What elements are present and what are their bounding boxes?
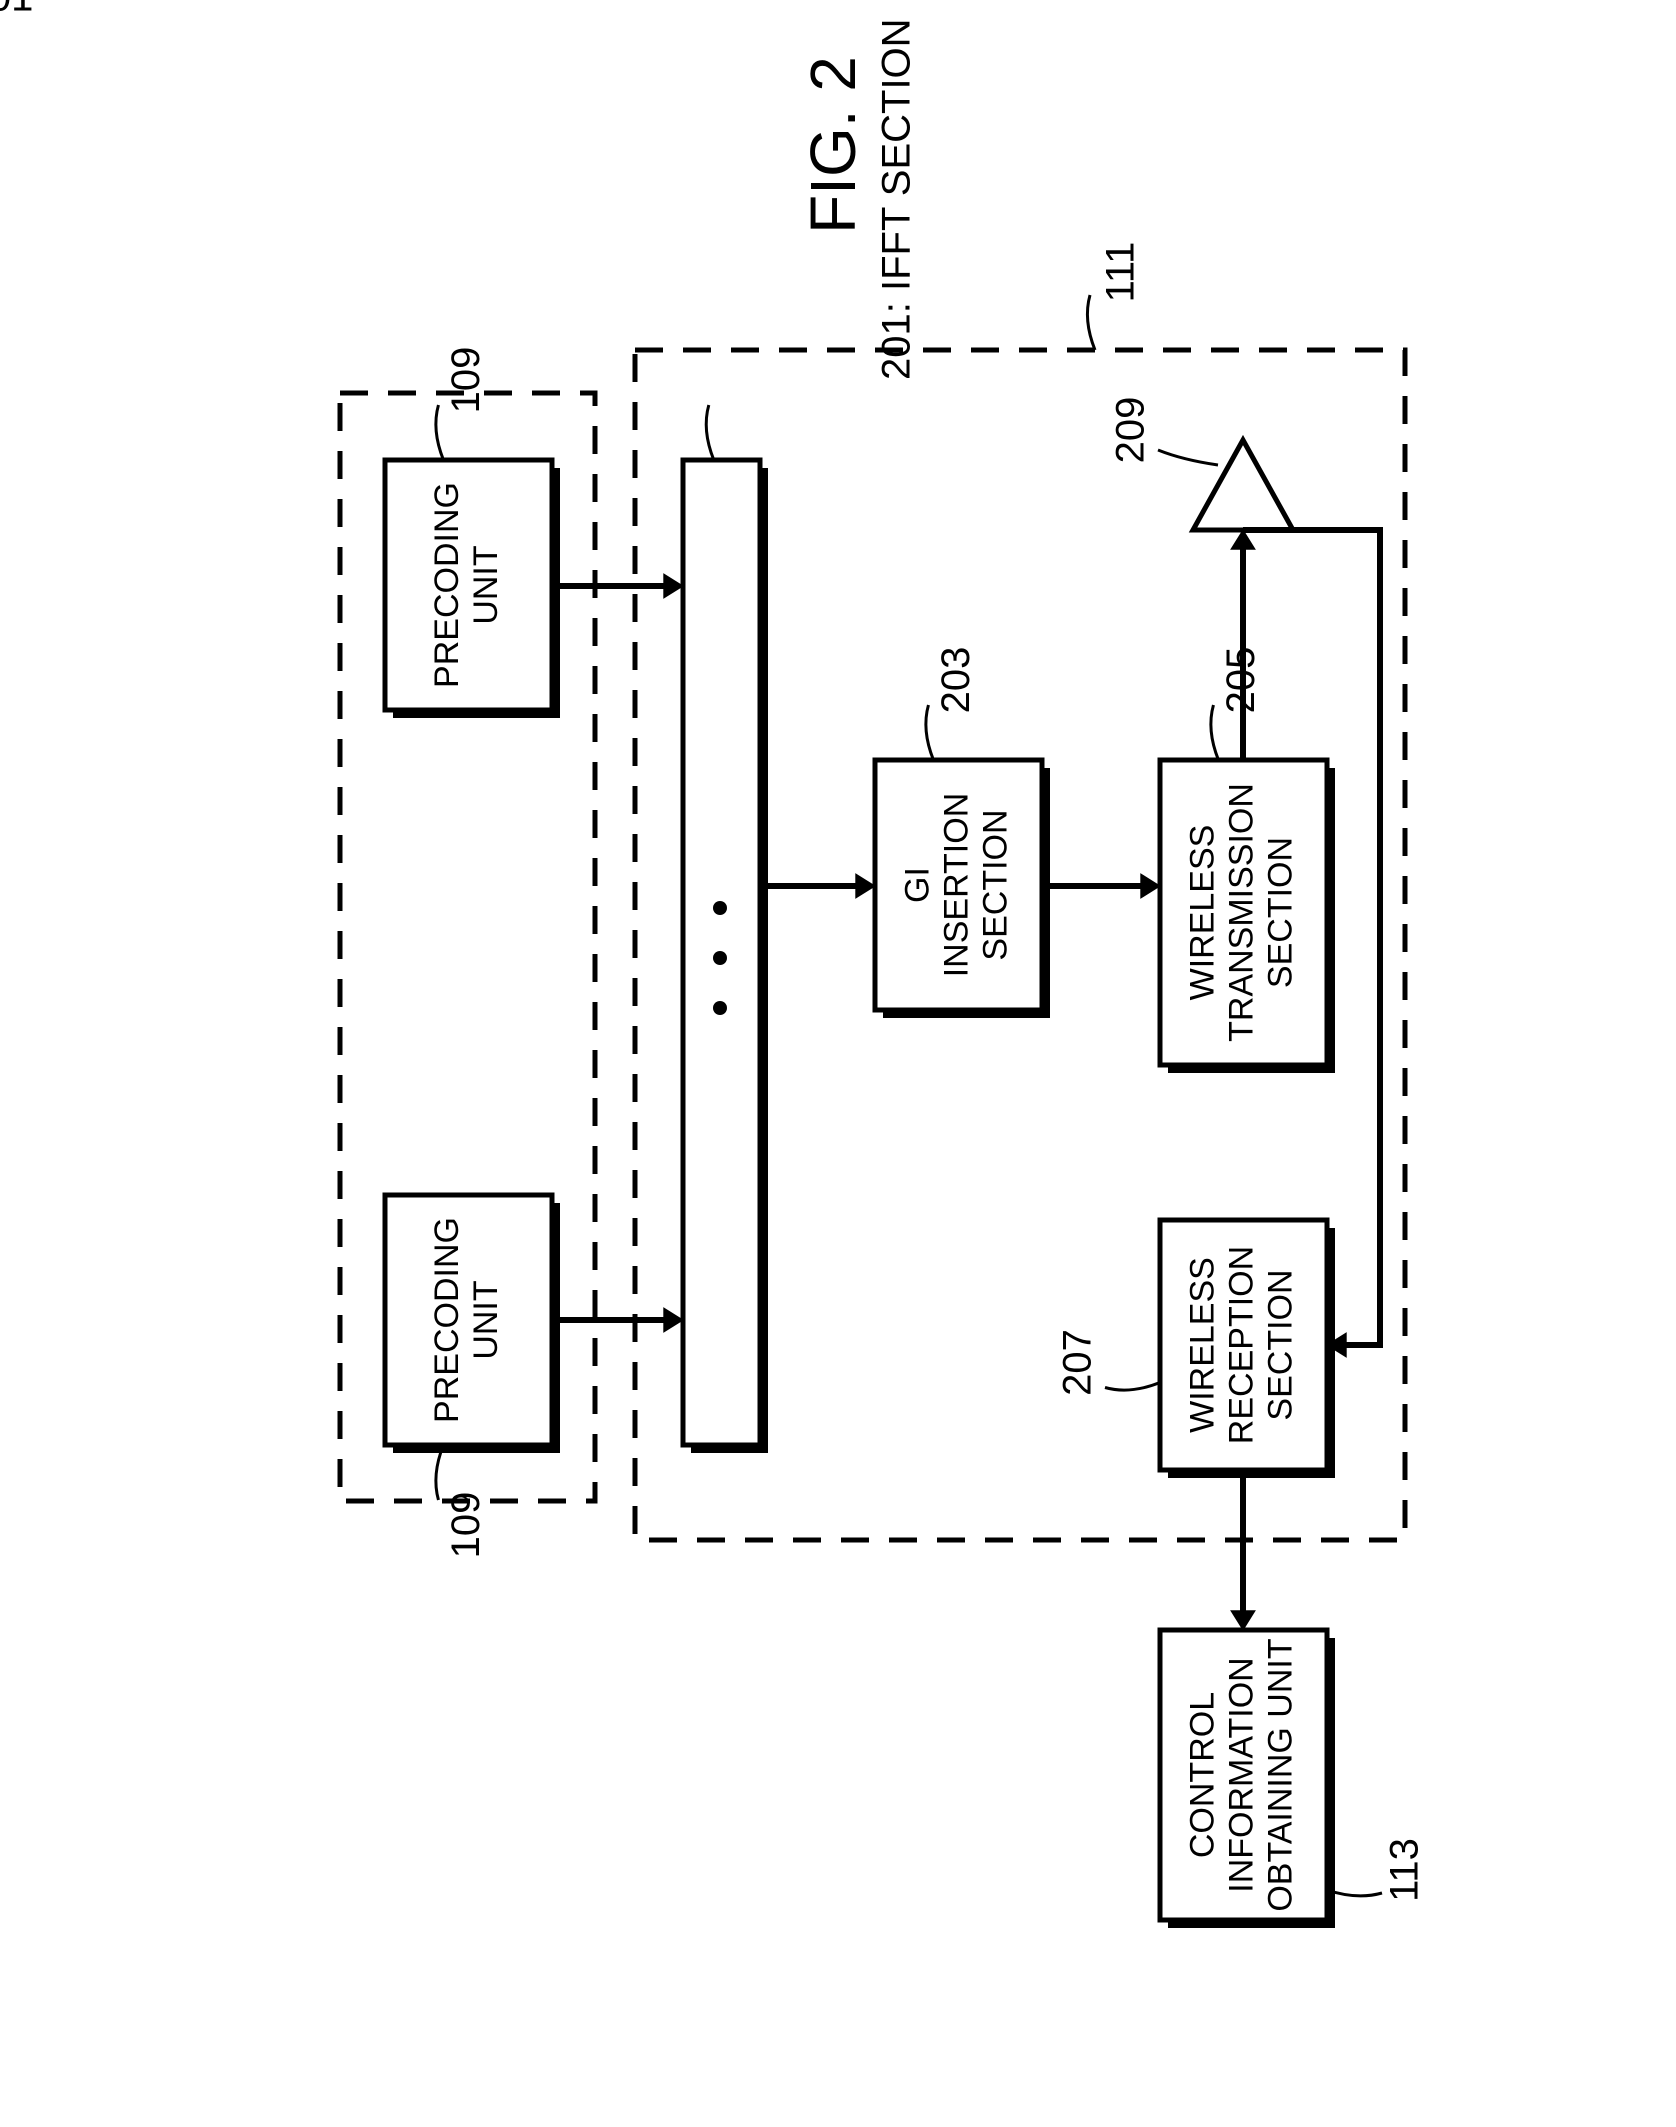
ref-201: 201 bbox=[0, 0, 33, 20]
ref-207: 207 bbox=[1056, 1329, 1160, 1396]
svg-text:109: 109 bbox=[444, 1492, 488, 1559]
svg-text:RECEPTION: RECEPTION bbox=[1222, 1246, 1260, 1444]
svg-text:207: 207 bbox=[1056, 1329, 1100, 1396]
svg-text:PRECODING: PRECODING bbox=[428, 482, 466, 688]
arrow-0 bbox=[552, 574, 683, 598]
ref-111: 111 bbox=[1087, 242, 1142, 350]
svg-text:109: 109 bbox=[444, 347, 488, 414]
arrow-5 bbox=[1231, 1470, 1255, 1630]
ref-209: 209 bbox=[1109, 397, 1218, 465]
svg-text:UNIT: UNIT bbox=[467, 1280, 505, 1359]
svg-text:SECTION: SECTION bbox=[1262, 1269, 1300, 1420]
arrow-2 bbox=[760, 874, 875, 898]
ref-201 bbox=[706, 405, 714, 460]
svg-text:INSERTION: INSERTION bbox=[937, 793, 975, 978]
gi-block: GIINSERTIONSECTION bbox=[875, 760, 1050, 1018]
ref-203: 203 bbox=[926, 647, 978, 760]
ref-109: 109 bbox=[436, 1445, 488, 1558]
svg-text:SECTION: SECTION bbox=[1262, 837, 1300, 988]
svg-text:TRANSMISSION: TRANSMISSION bbox=[1222, 783, 1260, 1042]
arrow-4 bbox=[1231, 530, 1255, 760]
svg-text:WIRELESS: WIRELESS bbox=[1183, 825, 1221, 1001]
svg-text:OBTAINING UNIT: OBTAINING UNIT bbox=[1262, 1638, 1300, 1911]
svg-text:UNIT: UNIT bbox=[467, 545, 505, 624]
svg-text:203: 203 bbox=[934, 647, 978, 714]
ref-113: 113 bbox=[1327, 1838, 1427, 1902]
antenna-icon bbox=[1193, 440, 1293, 530]
ctrl-block: CONTROLINFORMATIONOBTAINING UNIT bbox=[1160, 1630, 1335, 1928]
svg-text:PRECODING: PRECODING bbox=[428, 1217, 466, 1423]
ref-109: 109 bbox=[436, 347, 488, 460]
ref-205: 205 bbox=[1211, 647, 1263, 760]
svg-text:INFORMATION: INFORMATION bbox=[1222, 1657, 1260, 1892]
tx-block: WIRELESSTRANSMISSIONSECTION bbox=[1160, 760, 1335, 1073]
svg-text:CONTROL: CONTROL bbox=[1183, 1692, 1221, 1858]
precoding_top-block: PRECODINGUNIT bbox=[385, 460, 560, 718]
svg-text:209: 209 bbox=[1109, 397, 1153, 464]
svg-text:201: 201 bbox=[0, 0, 33, 20]
rx-block: WIRELESSRECEPTIONSECTION bbox=[1160, 1220, 1335, 1478]
svg-text:WIRELESS: WIRELESS bbox=[1183, 1257, 1221, 1433]
precoding_bot-block: PRECODINGUNIT bbox=[385, 1195, 560, 1453]
figure-title: FIG. 2 bbox=[797, 56, 869, 234]
ifft-section-label: 201: IFFT SECTION bbox=[874, 18, 918, 380]
arrow-3 bbox=[1042, 874, 1160, 898]
svg-text:SECTION: SECTION bbox=[977, 809, 1015, 960]
svg-text:111: 111 bbox=[1099, 242, 1143, 303]
arrow-1 bbox=[552, 1308, 683, 1332]
svg-text:113: 113 bbox=[1383, 1838, 1427, 1902]
svg-text:GI: GI bbox=[898, 867, 936, 903]
